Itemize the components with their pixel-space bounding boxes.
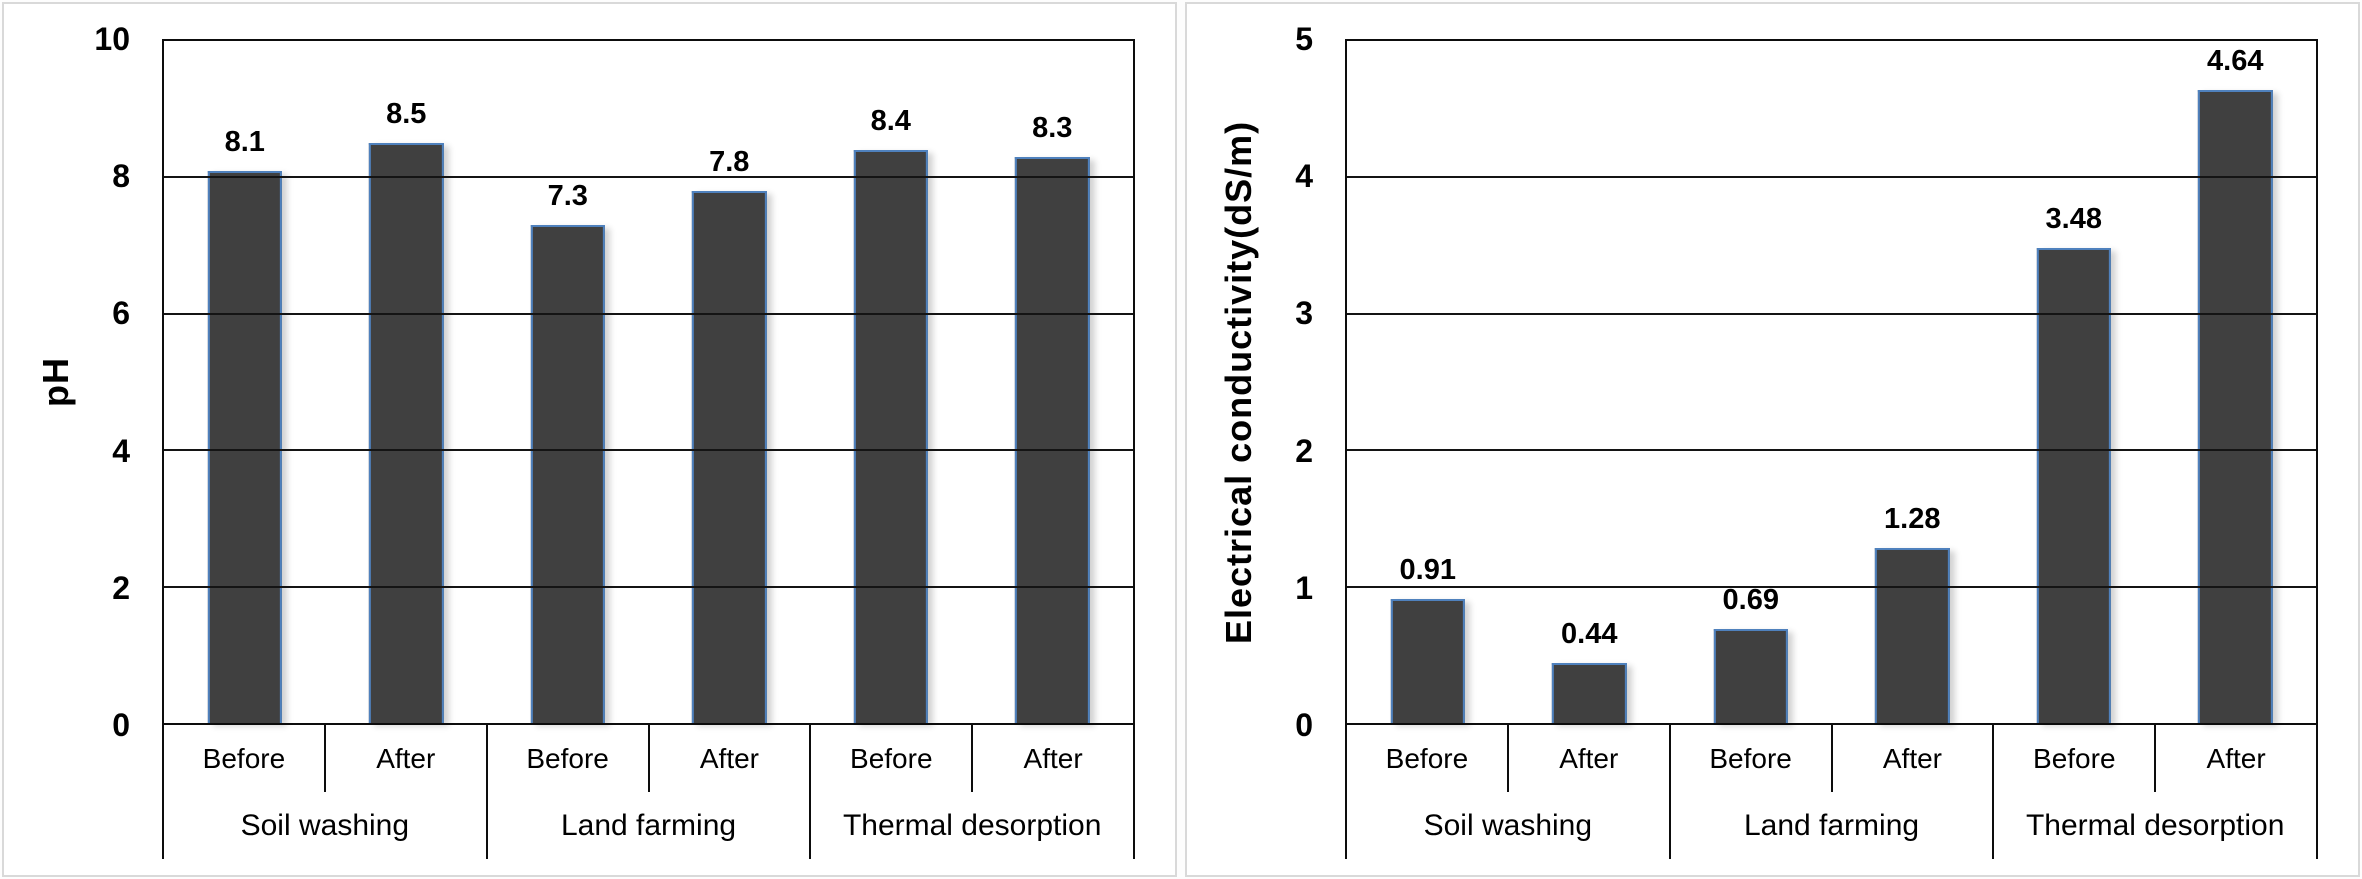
gridline xyxy=(1347,449,2316,452)
plot-area: 0.91 0.44 0.69 1.28 3.48 4.64 xyxy=(1345,39,2318,725)
category-cells-row: Before After xyxy=(1347,725,1669,792)
bar-value-label: 0.69 xyxy=(1722,583,1779,616)
bar-slot: 0.91 xyxy=(1347,41,1509,723)
y-tick-label: 0 xyxy=(112,707,130,743)
y-tick-label: 8 xyxy=(112,158,130,195)
bar-value-label: 8.1 xyxy=(224,125,265,158)
y-tick-label: 2 xyxy=(112,569,130,606)
category-cell: Before xyxy=(1385,742,1469,774)
category-group: Before After Soil washing xyxy=(164,725,486,859)
bar xyxy=(2036,248,2111,723)
y-tick-label: 6 xyxy=(112,295,130,332)
bar-slot: 7.8 xyxy=(649,41,811,723)
category-axis: Before After Soil washing Before After Land f… xyxy=(1345,725,2318,859)
category-group-label: Thermal desorption xyxy=(842,808,1102,842)
category-cell: Before xyxy=(2033,742,2116,774)
category-group-label: Land farming xyxy=(1743,808,1920,842)
category-cell: After xyxy=(647,725,810,792)
bar-value-label: 0.91 xyxy=(1399,553,1456,586)
category-cell: Before xyxy=(526,742,609,774)
bar xyxy=(2198,90,2273,723)
category-axis: Before After Soil washing Before After Land f… xyxy=(162,725,1135,859)
category-cell: After xyxy=(1506,725,1669,792)
bar xyxy=(369,143,444,723)
bar-slot: 4.64 xyxy=(2155,41,2317,723)
category-group-label: Soil washing xyxy=(240,808,410,842)
bar xyxy=(1015,156,1090,723)
bar xyxy=(853,150,928,723)
bar-slot: 3.48 xyxy=(1993,41,2155,723)
category-group: Before After Thermal desorption xyxy=(1992,725,2316,859)
bar-slot: 1.28 xyxy=(1832,41,1994,723)
bar-slot: 8.1 xyxy=(164,41,326,723)
y-tick-label: 1 xyxy=(1295,569,1313,606)
bar-value-label: 8.3 xyxy=(1032,111,1073,144)
category-cells-row: Before After xyxy=(1671,725,1993,792)
bar-value-label: 1.28 xyxy=(1884,503,1941,536)
gridline xyxy=(1347,312,2316,315)
gridline xyxy=(1347,585,2316,588)
category-cell: Before xyxy=(202,742,286,774)
bar-slot: 8.4 xyxy=(810,41,972,723)
y-tick-label: 5 xyxy=(1295,21,1313,57)
y-axis-tick-labels: 0 2 4 6 8 10 xyxy=(4,21,144,743)
y-tick-label: 4 xyxy=(112,432,130,469)
plot-area: 8.1 8.5 7.3 7.8 8.4 8.3 xyxy=(162,39,1135,725)
gridline xyxy=(164,176,1133,179)
y-tick-label: 0 xyxy=(1295,707,1313,743)
category-cell: After xyxy=(1830,725,1993,792)
y-tick-label: 3 xyxy=(1295,295,1313,332)
gridline xyxy=(164,585,1133,588)
category-group: Before After Thermal desorption xyxy=(809,725,1133,859)
gridline xyxy=(1347,176,2316,179)
bar-slot: 0.44 xyxy=(1509,41,1671,723)
bar-slot: 0.69 xyxy=(1670,41,1832,723)
category-group-label: Land farming xyxy=(560,808,737,842)
bar xyxy=(692,191,767,723)
bar xyxy=(1875,548,1950,723)
bar xyxy=(207,170,282,723)
category-cell: Before xyxy=(1709,742,1792,774)
bar-value-label: 8.5 xyxy=(386,98,427,131)
bar xyxy=(530,225,605,723)
bar xyxy=(1390,598,1465,723)
bar-value-label: 7.8 xyxy=(709,146,750,179)
category-group: Before After Soil washing xyxy=(1347,725,1669,859)
bar-slot: 7.3 xyxy=(487,41,649,723)
y-tick-label: 4 xyxy=(1295,158,1313,195)
category-group-label: Soil washing xyxy=(1423,808,1593,842)
bars-layer: 8.1 8.5 7.3 7.8 8.4 8.3 xyxy=(164,41,1133,723)
y-tick-label: 10 xyxy=(94,21,130,57)
bar xyxy=(1713,628,1788,723)
category-cell: After xyxy=(971,725,1133,792)
category-cells-row: Before After xyxy=(488,725,810,792)
category-cells-row: Before After xyxy=(811,725,1133,792)
bar-slot: 8.5 xyxy=(326,41,488,723)
bar-value-label: 8.4 xyxy=(870,105,911,138)
y-axis-tick-labels: 0 1 2 3 4 5 xyxy=(1187,21,1327,743)
gridline xyxy=(164,312,1133,315)
category-cells-row: Before After xyxy=(1994,725,2316,792)
category-group: Before After Land farming xyxy=(485,725,810,859)
bars-layer: 0.91 0.44 0.69 1.28 3.48 4.64 xyxy=(1347,41,2316,723)
ph-chart-panel: pH 0 2 4 6 8 10 8.1 8.5 7.3 7.8 8.4 8.3 Before Afte… xyxy=(2,2,1177,877)
category-group-label: Thermal desorption xyxy=(2025,808,2285,842)
bar xyxy=(1552,662,1627,723)
category-cell: Before xyxy=(850,742,933,774)
y-tick-label: 2 xyxy=(1295,432,1313,469)
category-cell: After xyxy=(323,725,486,792)
bar-value-label: 4.64 xyxy=(2207,45,2264,78)
bar-value-label: 0.44 xyxy=(1561,617,1618,650)
gridline xyxy=(164,449,1133,452)
bar-value-label: 3.48 xyxy=(2045,203,2102,236)
bar-value-label: 7.3 xyxy=(547,180,588,213)
bar-slot: 8.3 xyxy=(972,41,1134,723)
category-group: Before After Land farming xyxy=(1668,725,1993,859)
category-cells-row: Before After xyxy=(164,725,486,792)
category-cell: After xyxy=(2154,725,2316,792)
